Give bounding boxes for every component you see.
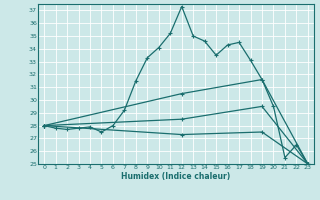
X-axis label: Humidex (Indice chaleur): Humidex (Indice chaleur) bbox=[121, 172, 231, 181]
